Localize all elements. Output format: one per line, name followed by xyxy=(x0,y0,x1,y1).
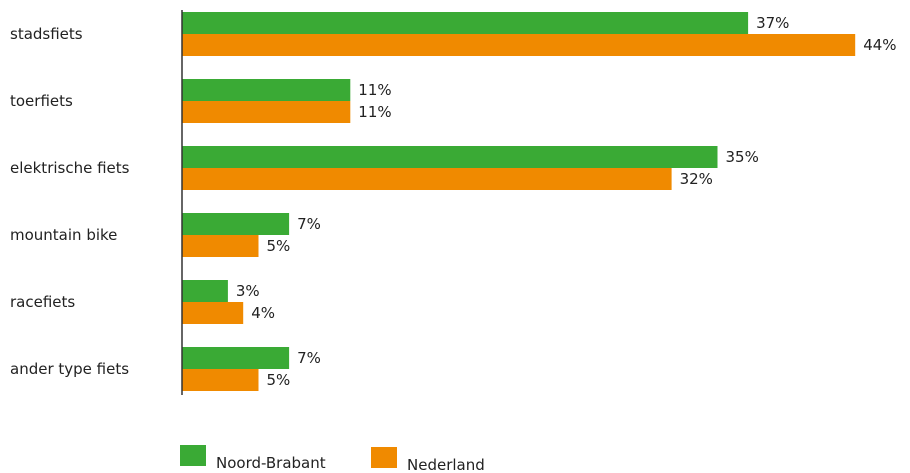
value-label-stadsfiets-noord-brabant: 37% xyxy=(756,14,789,32)
value-label-stadsfiets-nederland: 44% xyxy=(863,36,896,54)
bar-ander-type-fiets-noord-brabant xyxy=(182,347,290,369)
bar-elektrische-fiets-noord-brabant xyxy=(182,146,718,168)
legend: Noord-Brabant Nederland xyxy=(180,445,485,473)
bar-elektrische-fiets-nederland xyxy=(182,168,672,190)
bar-racefiets-noord-brabant xyxy=(182,280,228,302)
bar-toerfiets-nederland xyxy=(182,101,351,123)
legend-swatch-noord-brabant xyxy=(180,445,206,466)
category-label-mountain-bike: mountain bike xyxy=(10,226,117,244)
category-label-toerfiets: toerfiets xyxy=(10,92,73,110)
value-label-ander-type-fiets-nederland: 5% xyxy=(267,371,291,389)
legend-swatch-nederland xyxy=(371,447,397,468)
category-label-elektrische-fiets: elektrische fiets xyxy=(10,159,130,177)
value-label-racefiets-noord-brabant: 3% xyxy=(236,282,260,300)
bar-mountain-bike-noord-brabant xyxy=(182,213,290,235)
bar-racefiets-nederland xyxy=(182,302,244,324)
value-label-elektrische-fiets-nederland: 32% xyxy=(680,170,713,188)
value-labels: 37% 44% 11% 11% 35% 32% 7% 5% 3% 4% 7% 5% xyxy=(236,14,897,389)
value-label-mountain-bike-noord-brabant: 7% xyxy=(297,215,321,233)
category-label-stadsfiets: stadsfiets xyxy=(10,25,83,43)
category-label-racefiets: racefiets xyxy=(10,293,75,311)
value-label-ander-type-fiets-noord-brabant: 7% xyxy=(297,349,321,367)
bars-group xyxy=(182,12,856,391)
bar-toerfiets-noord-brabant xyxy=(182,79,351,101)
value-label-elektrische-fiets-noord-brabant: 35% xyxy=(726,148,759,166)
value-label-toerfiets-noord-brabant: 11% xyxy=(358,81,391,99)
bar-stadsfiets-noord-brabant xyxy=(182,12,749,34)
value-label-mountain-bike-nederland: 5% xyxy=(267,237,291,255)
value-label-racefiets-nederland: 4% xyxy=(251,304,275,322)
category-label-ander-type-fiets: ander type fiets xyxy=(10,360,129,378)
bar-mountain-bike-nederland xyxy=(182,235,259,257)
legend-label-nederland: Nederland xyxy=(407,456,485,473)
bar-ander-type-fiets-nederland xyxy=(182,369,259,391)
category-labels: stadsfiets toerfiets elektrische fiets moun… xyxy=(10,25,130,378)
legend-label-noord-brabant: Noord-Brabant xyxy=(216,454,326,472)
bar-stadsfiets-nederland xyxy=(182,34,856,56)
value-label-toerfiets-nederland: 11% xyxy=(358,103,391,121)
